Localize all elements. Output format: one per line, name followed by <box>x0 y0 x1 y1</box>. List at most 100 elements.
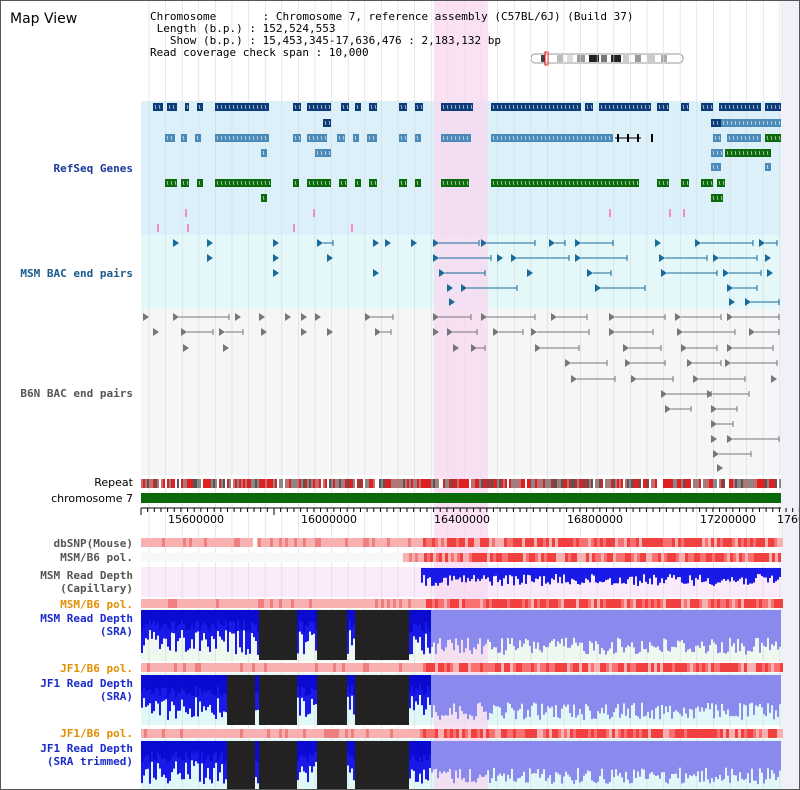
polymorphism-mark <box>651 599 654 608</box>
depth-bar <box>423 568 425 576</box>
polymorphism-mark <box>291 538 294 547</box>
track-label-msm-bac[interactable]: MSM BAC end pairs <box>20 267 133 280</box>
depth-bar <box>533 568 535 583</box>
repeat-mark <box>245 479 247 488</box>
track-label-refseq-genes[interactable]: RefSeq Genes <box>53 162 133 175</box>
bac-end <box>511 254 517 262</box>
depth-bar <box>573 675 575 705</box>
track-label-jf1-b6-pol-2[interactable]: JF1/B6 pol. <box>60 727 133 740</box>
polymorphism-mark <box>504 729 507 738</box>
track-label-dbsnp[interactable]: dbSNP(Mouse) <box>53 537 133 550</box>
polymorphism-mark <box>399 538 402 547</box>
track-label-msm-b6-pol-1[interactable]: MSM/B6 pol. <box>60 551 133 564</box>
polymorphism-mark <box>438 599 441 608</box>
depth-bar-core <box>305 741 307 757</box>
depth-bar <box>623 568 625 583</box>
polymorphism-mark <box>276 538 279 547</box>
gene-strand-tick <box>662 104 665 110</box>
track-label-jf1-depth-sra-1[interactable]: JF1 Read Depth <box>40 677 133 690</box>
repeat-mark <box>565 479 567 488</box>
depth-bar <box>405 741 407 789</box>
polymorphism-mark <box>543 599 546 608</box>
depth-bar-core <box>173 675 175 691</box>
gene-exon <box>293 179 299 187</box>
repeat-mark <box>251 479 253 488</box>
polymorphism-mark <box>168 663 171 672</box>
polymorphism-mark <box>559 553 562 562</box>
polymorphism-mark <box>477 663 480 672</box>
polymorphism-mark <box>708 538 711 547</box>
gene-strand-tick <box>738 150 741 156</box>
repeat-mark <box>163 479 165 488</box>
polymorphism-mark <box>288 729 291 738</box>
depth-bar <box>779 610 781 647</box>
depth-bar-core <box>225 741 227 761</box>
polymorphism-mark <box>411 538 414 547</box>
bac-end <box>675 313 681 321</box>
polymorphism-mark <box>477 729 480 738</box>
polymorphism-mark <box>150 729 153 738</box>
gene-strand-tick <box>462 180 465 186</box>
axis-tick-label: 17200000 <box>700 513 756 526</box>
depth-bar <box>565 675 567 707</box>
track-label-b6n-bac[interactable]: B6N BAC end pairs <box>20 387 133 400</box>
depth-bar <box>549 741 551 776</box>
polymorphism-mark <box>741 729 744 738</box>
axis-tick-label: 16800000 <box>567 513 623 526</box>
track-label-msm-depth-sra-1[interactable]: MSM Read Depth <box>40 612 133 625</box>
depth-bar <box>695 610 697 646</box>
gene-strand-tick <box>416 180 419 186</box>
depth-bar-core <box>141 675 143 692</box>
depth-bar <box>743 675 745 705</box>
polymorphism-mark <box>630 729 633 738</box>
polymorphism-mark <box>357 663 360 672</box>
track-label-msm-b6-pol-2[interactable]: MSM/B6 pol. <box>60 598 133 611</box>
depth-bar <box>549 610 551 643</box>
repeat-mark <box>321 479 323 488</box>
polymorphism-mark <box>387 729 390 738</box>
depth-bar-core <box>153 741 155 760</box>
depth-bar <box>241 675 243 725</box>
depth-bar <box>643 568 645 575</box>
gene-exon <box>717 179 725 187</box>
track-label-msm-depth-cap-1[interactable]: MSM Read Depth <box>40 569 133 582</box>
polymorphism-mark <box>634 553 637 562</box>
repeat-mark <box>327 479 329 488</box>
depth-bar <box>593 610 595 651</box>
polymorphism-mark <box>597 599 600 608</box>
depth-bar <box>291 610 293 660</box>
gene-strand-tick <box>446 135 449 141</box>
track-label-jf1-depth-trim-1[interactable]: JF1 Read Depth <box>40 742 133 755</box>
depth-bar <box>619 610 621 640</box>
repeat-mark <box>205 479 207 488</box>
depth-bar <box>435 568 437 583</box>
repeat-mark <box>563 479 565 488</box>
depth-bar <box>407 610 409 660</box>
polymorphism-mark <box>673 553 676 562</box>
depth-bar <box>617 741 619 776</box>
gene-strand-tick <box>416 135 419 141</box>
track-label-jf1-b6-pol-1[interactable]: JF1/B6 pol. <box>60 662 133 675</box>
depth-bar <box>391 610 393 660</box>
polymorphism-mark <box>297 729 300 738</box>
depth-bar <box>495 568 497 576</box>
depth-bar <box>475 741 477 783</box>
repeat-mark <box>549 479 551 488</box>
repeat-mark <box>719 479 721 488</box>
polymorphism-mark <box>537 663 540 672</box>
depth-bar <box>713 568 715 586</box>
gene-strand-tick <box>328 120 331 126</box>
depth-bar <box>547 568 549 583</box>
depth-bar-core <box>205 741 207 760</box>
depth-bar <box>553 675 555 717</box>
depth-bar <box>267 675 269 725</box>
polymorphism-mark <box>498 663 501 672</box>
depth-bar <box>541 675 543 704</box>
polymorphism-mark <box>708 663 711 672</box>
gene-strand-tick <box>174 180 177 186</box>
polymorphism-mark <box>681 538 684 547</box>
depth-bar <box>599 568 601 582</box>
depth-bar-core <box>303 741 305 757</box>
repeat-mark <box>685 479 687 488</box>
